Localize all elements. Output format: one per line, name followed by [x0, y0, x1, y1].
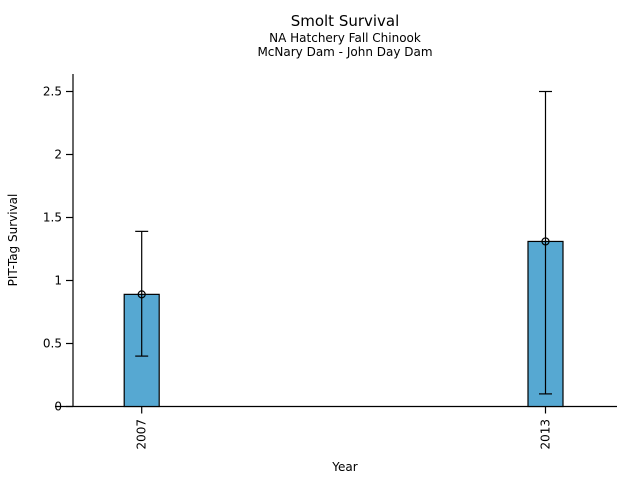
y-tick-label: 1 [54, 274, 62, 288]
point-marker-2013 [541, 237, 550, 246]
chart-subtitle-line2: McNary Dam - John Day Dam [257, 45, 433, 59]
x-tick-label: 2007 [135, 419, 149, 450]
y-tick-label: 1.5 [43, 211, 62, 225]
y-tick-label: 0 [54, 400, 62, 414]
y-tick-label: 2.5 [43, 85, 62, 99]
y-tick-label: 2 [54, 148, 62, 162]
x-tick-label: 2013 [538, 419, 552, 450]
chart-subtitle-line1: NA Hatchery Fall Chinook [269, 31, 421, 45]
chart-title: Smolt Survival [290, 12, 400, 30]
y-tick-label: 0.5 [43, 337, 62, 351]
point-marker-2007 [137, 290, 146, 299]
x-axis-title: Year [332, 460, 358, 474]
